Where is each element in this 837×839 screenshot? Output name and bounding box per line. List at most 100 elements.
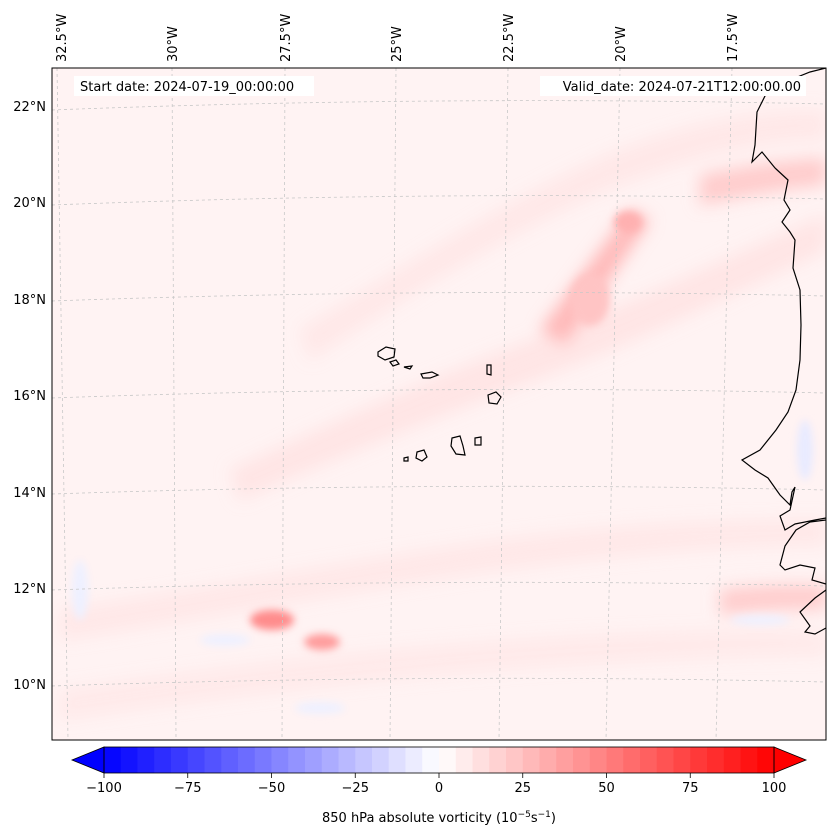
vorticity-min-5 (730, 615, 790, 625)
valid-date-box (540, 76, 806, 96)
lat-label-12n: 12°N (13, 582, 46, 597)
vorticity-min-3 (200, 634, 250, 646)
colorbar-cell (489, 747, 507, 773)
lat-label-22n: 22°N (13, 100, 46, 115)
colorbar-cell (137, 747, 155, 773)
island-santa-luzia (420, 371, 440, 379)
lat-label-14n: 14°N (13, 486, 46, 501)
colorbar-cell (707, 747, 725, 773)
colorbar: −100 −75 −50 −25 0 25 50 75 100 850 hPa absolute… (70, 746, 808, 826)
colorbar-extend-low (70, 746, 105, 774)
lon-label-27-5w: 27.5°W (279, 14, 294, 62)
lon-label-20w: 20°W (614, 26, 629, 62)
colorbar-cell (154, 747, 172, 773)
african-coastline (740, 68, 826, 635)
latitude-labels: 22°N 20°N 18°N 16°N 14°N 12°N 10°N (13, 100, 46, 693)
colorbar-cell (288, 747, 306, 773)
colorbar-cell (522, 747, 540, 773)
map-panel (52, 68, 826, 740)
gridlines (52, 68, 826, 740)
colorbar-cell (673, 747, 691, 773)
vorticity-maxima (72, 211, 813, 714)
colorbar-tick-label: −100 (86, 781, 122, 796)
colorbar-cell (623, 747, 641, 773)
colorbar-cell (422, 747, 440, 773)
colorbar-cell (120, 747, 138, 773)
vorticity-max-4 (570, 274, 610, 326)
vorticity-max-1 (250, 610, 294, 630)
lon-label-25w: 25°W (390, 26, 405, 62)
colorbar-cell (187, 747, 205, 773)
colorbar-cell (238, 747, 256, 773)
colorbar-cell (405, 747, 423, 773)
vorticity-band-north (300, 110, 826, 360)
vorticity-band-central (230, 215, 826, 500)
lon-label-32-5w: 32.5°W (55, 14, 70, 62)
start-date-box (74, 76, 314, 96)
island-sal (486, 364, 492, 376)
colorbar-cell (556, 747, 574, 773)
colorbar-cell (221, 747, 239, 773)
colorbar-cell (472, 747, 490, 773)
island-boa-vista (487, 391, 502, 405)
valid-date-label: Valid_date: 2024-07-21T12:00:00.00 (563, 80, 801, 95)
vorticity-band-southeast (720, 585, 826, 615)
colorbar-cell (204, 747, 222, 773)
lat-label-10n: 10°N (13, 678, 46, 693)
colorbar-cell (439, 747, 457, 773)
colorbar-cell (656, 747, 674, 773)
island-santo-antao (377, 346, 396, 361)
lon-label-17-5w: 17.5°W (726, 14, 741, 62)
colorbar-cell (104, 747, 122, 773)
colorbar-tick-label: −25 (342, 781, 369, 796)
vorticity-min-4 (295, 702, 345, 714)
island-fogo (415, 449, 428, 462)
colorbar-cell (539, 747, 557, 773)
colorbar-cell (506, 747, 524, 773)
island-sao-nicolau (403, 365, 414, 370)
colorbar-cell (388, 747, 406, 773)
island-sao-vicente (389, 359, 400, 367)
colorbar-cells (104, 747, 775, 773)
lat-label-16n: 16°N (13, 389, 46, 404)
colorbar-tick-label: 0 (435, 781, 443, 796)
colorbar-cell (723, 747, 741, 773)
vorticity-band-lowest (60, 631, 826, 720)
colorbar-cell (573, 747, 591, 773)
colorbar-cell (455, 747, 473, 773)
longitude-labels: 32.5°W 30°W 27.5°W 25°W 22.5°W 20°W 17.5… (55, 14, 741, 62)
lon-label-30w: 30°W (166, 26, 181, 62)
colorbar-cell (305, 747, 323, 773)
vorticity-max-3 (614, 211, 642, 233)
island-maio (474, 436, 482, 446)
vorticity-min-1 (72, 560, 88, 620)
colorbar-tick-label: 75 (682, 781, 699, 796)
islands (377, 346, 502, 462)
island-brava (403, 456, 409, 462)
start-date-label: Start date: 2024-07-19_00:00:00 (80, 80, 294, 95)
island-santiago (450, 435, 466, 456)
colorbar-cell (372, 747, 390, 773)
vorticity-band-coast (700, 158, 826, 205)
map-frame (51, 67, 827, 741)
colorbar-tick-label: −50 (258, 781, 285, 796)
vorticity-band-south (60, 520, 826, 640)
colorbar-cell (740, 747, 758, 773)
colorbar-cell (640, 747, 658, 773)
colorbar-cell (321, 747, 339, 773)
colorbar-cell (171, 747, 189, 773)
lon-label-22-5w: 22.5°W (502, 14, 517, 62)
colorbar-cell (355, 747, 373, 773)
colorbar-tick-label: 100 (762, 781, 787, 796)
colorbar-cell (606, 747, 624, 773)
lat-label-20n: 20°N (13, 196, 46, 211)
colorbar-tick-label: −75 (174, 781, 201, 796)
colorbar-extend-high (773, 746, 808, 774)
colorbar-cell (338, 747, 356, 773)
colorbar-cell (254, 747, 272, 773)
colorbar-cell (589, 747, 607, 773)
vorticity-min-2 (797, 420, 813, 480)
colorbar-tick-label: 50 (598, 781, 615, 796)
colorbar-tick-label: 25 (514, 781, 531, 796)
